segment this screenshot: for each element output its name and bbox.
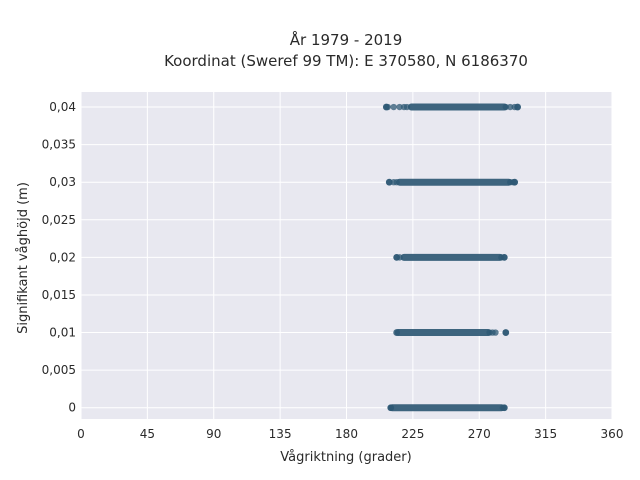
data-point (507, 103, 514, 111)
y-axis-ticks: 0 0,005 0,01 0,015 0,02 0,025 0,03 0,035 0,04 (42, 100, 76, 415)
data-points (382, 103, 521, 412)
data-point (393, 329, 401, 336)
x-tick-label: 225 (401, 427, 424, 441)
data-point (403, 103, 411, 111)
data-point (396, 103, 403, 111)
x-tick-label: 135 (269, 427, 292, 441)
y-tick-label: 0,005 (42, 363, 76, 377)
data-point (511, 178, 519, 186)
y-tick-label: 0,04 (49, 100, 76, 114)
point-band (385, 178, 519, 186)
data-point (500, 404, 508, 412)
point-band (382, 103, 521, 111)
x-tick-label: 315 (534, 427, 557, 441)
x-tick-label: 0 (77, 427, 85, 441)
y-tick-label: 0,015 (42, 288, 76, 302)
point-band (393, 253, 508, 261)
x-axis-label: Vågriktning (grader) (280, 450, 411, 465)
grid-lines (80, 92, 613, 419)
chart-title-line-1: År 1979 - 2019 (290, 30, 403, 49)
data-point (382, 103, 390, 111)
data-point (492, 329, 499, 336)
data-point (385, 178, 393, 186)
y-tick-label: 0,035 (42, 138, 76, 152)
y-tick-label: 0 (68, 401, 76, 415)
data-point (390, 103, 397, 111)
data-point (393, 179, 400, 186)
point-band (393, 329, 510, 337)
x-tick-label: 90 (206, 427, 221, 441)
x-tick-label: 360 (601, 427, 624, 441)
x-axis-ticks: 0 45 90 135 180 225 270 315 360 (77, 427, 623, 441)
data-point (387, 404, 395, 412)
data-point (514, 103, 521, 111)
point-band (387, 404, 508, 412)
y-tick-label: 0,01 (49, 326, 76, 340)
y-tick-label: 0,02 (49, 250, 76, 264)
y-tick-label: 0,025 (42, 213, 76, 227)
x-tick-label: 180 (335, 427, 358, 441)
x-tick-label: 270 (468, 427, 491, 441)
data-point (393, 253, 401, 261)
data-point (502, 103, 509, 111)
y-axis-label: Signifikant våghöjd (m) (16, 182, 31, 334)
chart-title-line-2: Koordinat (Sweref 99 TM): E 370580, N 61… (164, 52, 528, 70)
data-point (502, 329, 510, 336)
y-tick-label: 0,03 (49, 175, 76, 189)
x-tick-label: 45 (140, 427, 155, 441)
data-point (500, 253, 508, 261)
